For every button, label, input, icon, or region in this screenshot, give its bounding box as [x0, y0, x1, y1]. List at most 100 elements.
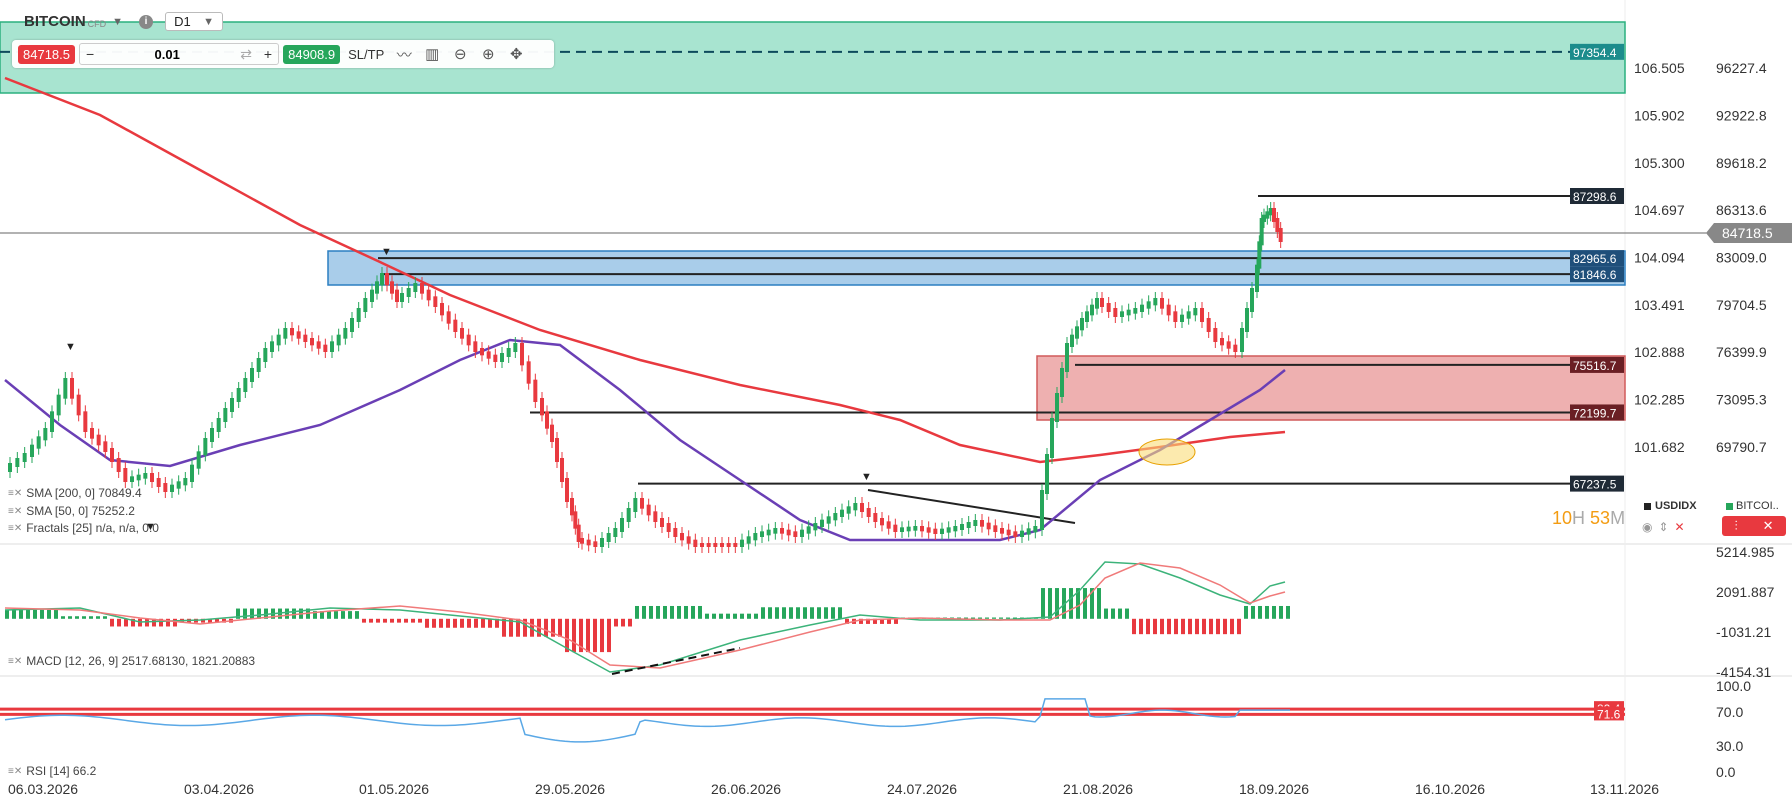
rsi-axis-label: 70.0	[1716, 704, 1743, 720]
settings-icon[interactable]: ≡✕	[8, 487, 23, 499]
symbol-name[interactable]: BITCOIN	[24, 13, 86, 30]
candle-body	[526, 361, 531, 384]
candle-body	[1040, 490, 1044, 530]
macd-histogram-bar	[677, 605, 681, 619]
settings-icon[interactable]: ≡✕	[8, 765, 23, 777]
macd-histogram-bar	[551, 618, 555, 637]
candle-body	[966, 522, 971, 528]
macd-histogram-bar	[607, 618, 611, 653]
candle-body	[1206, 318, 1211, 332]
sell-button[interactable]: 84718.5	[18, 44, 75, 64]
buy-button[interactable]: 84908.9	[283, 44, 341, 64]
candle-body	[406, 288, 411, 297]
zoom-out-icon[interactable]: ⊖	[453, 46, 467, 63]
decrease-button[interactable]: −	[86, 46, 95, 62]
candle-body	[726, 543, 731, 547]
macd-legend[interactable]: ≡✕ MACD [12, 26, 9] 2517.68130, 1821.2088…	[8, 654, 255, 668]
macd-histogram-bar	[649, 605, 653, 619]
candle-body	[600, 538, 604, 547]
quantity-input[interactable]	[100, 45, 235, 63]
reorder-icon[interactable]: ⇕	[1658, 520, 1669, 534]
line-chart-icon[interactable]: 〰	[396, 46, 412, 64]
macd-line	[4, 561, 1286, 673]
candle-body	[63, 378, 68, 399]
candle-body	[480, 348, 484, 356]
close-icon[interactable]: ✕	[1674, 520, 1685, 534]
chevron-down-icon[interactable]: ▼	[112, 15, 124, 28]
macd-histogram-bar	[348, 611, 352, 619]
fractals-legend[interactable]: ≡✕ Fractals [25] n/a, n/a, 0.0	[8, 521, 159, 535]
eye-icon[interactable]: ◉	[1642, 520, 1653, 534]
price-axis-left-label: 103.491	[1634, 297, 1685, 313]
sma200-legend[interactable]: ≡✕ SMA [200, 0] 70849.4	[8, 486, 142, 500]
macd-histogram-bar	[250, 608, 254, 619]
macd-histogram-bar	[523, 618, 527, 637]
candle-body	[746, 536, 751, 544]
settings-icon[interactable]: ≡✕	[8, 655, 23, 667]
level-tag	[1570, 250, 1624, 267]
candle-body	[940, 528, 944, 534]
macd-axis-label: -4154.31	[1716, 664, 1771, 680]
candle-body	[223, 408, 228, 422]
level-tag-label: 97354.4	[1573, 46, 1617, 60]
macd-histogram-bar	[880, 618, 884, 624]
close-icon[interactable]: ✕	[1762, 518, 1774, 533]
candle-body	[1153, 298, 1158, 306]
macd-histogram-bar	[166, 618, 170, 627]
date-axis-label: 29.05.2026	[535, 781, 605, 797]
candle-body	[853, 503, 858, 511]
move-icon[interactable]: ✥	[509, 46, 523, 63]
macd-histogram-bar	[89, 616, 93, 619]
macd-histogram-bar	[873, 618, 877, 624]
candle-body	[555, 438, 559, 462]
candle-body	[1275, 218, 1280, 232]
increase-button[interactable]: +	[263, 46, 273, 62]
macd-histogram-bar	[838, 607, 842, 619]
macd-histogram-bar	[803, 607, 807, 619]
candle-body	[673, 528, 678, 537]
macd-histogram-bar	[159, 618, 163, 627]
candle-body	[110, 448, 114, 462]
settings-icon[interactable]: ≡✕	[8, 505, 23, 517]
level-tag	[1570, 475, 1624, 492]
price-axis-left-label: 101.682	[1634, 439, 1685, 455]
candle-body	[880, 518, 884, 526]
candle-body	[1255, 264, 1259, 292]
candle-body	[933, 528, 938, 534]
macd-histogram-bar	[810, 607, 814, 619]
rsi-legend[interactable]: ≡✕ RSI [14] 66.2	[8, 764, 96, 778]
settings-icon[interactable]: ≡✕	[8, 522, 23, 534]
swap-icon[interactable]: ⇄	[240, 45, 252, 62]
macd-histogram-bar	[1083, 588, 1087, 619]
candlestick-icon[interactable]: ▥	[425, 46, 440, 63]
macd-histogram-bar	[642, 605, 646, 619]
sma50-legend[interactable]: ≡✕ SMA [50, 0] 75252.2	[8, 504, 135, 518]
candle-body	[336, 334, 341, 346]
zoom-in-icon[interactable]: ⊕	[481, 46, 495, 63]
usdidx-label: USDIDX	[1655, 500, 1697, 512]
price-axis-left-label: 105.300	[1634, 155, 1685, 171]
candle-body	[1220, 338, 1224, 346]
timeframe-select[interactable]: D1 ▼	[165, 12, 224, 31]
candle-body	[886, 521, 891, 529]
candle-body	[913, 526, 918, 531]
price-axis-right-label: 83009.0	[1716, 250, 1767, 266]
candle-body	[626, 508, 631, 522]
macd-axis-label: -1031.21	[1716, 624, 1771, 640]
macd-histogram-bar	[1286, 605, 1290, 619]
sltp-button[interactable]: SL/TP	[348, 46, 385, 62]
macd-histogram-bar	[719, 613, 723, 619]
chart-type-icon[interactable]: ⫶	[1734, 518, 1738, 533]
level-tag	[1570, 188, 1624, 205]
candle-body	[493, 354, 498, 362]
macd-histogram-bar	[733, 613, 737, 619]
macd-histogram-bar	[1118, 608, 1122, 619]
macd-histogram-bar	[418, 618, 422, 623]
macd-histogram-bar	[54, 609, 58, 619]
macd-histogram-bar	[1055, 588, 1059, 619]
candle-body	[413, 283, 418, 292]
macd-histogram-bar	[1209, 618, 1213, 635]
candle-body	[570, 498, 574, 516]
info-icon[interactable]: i	[139, 14, 154, 29]
